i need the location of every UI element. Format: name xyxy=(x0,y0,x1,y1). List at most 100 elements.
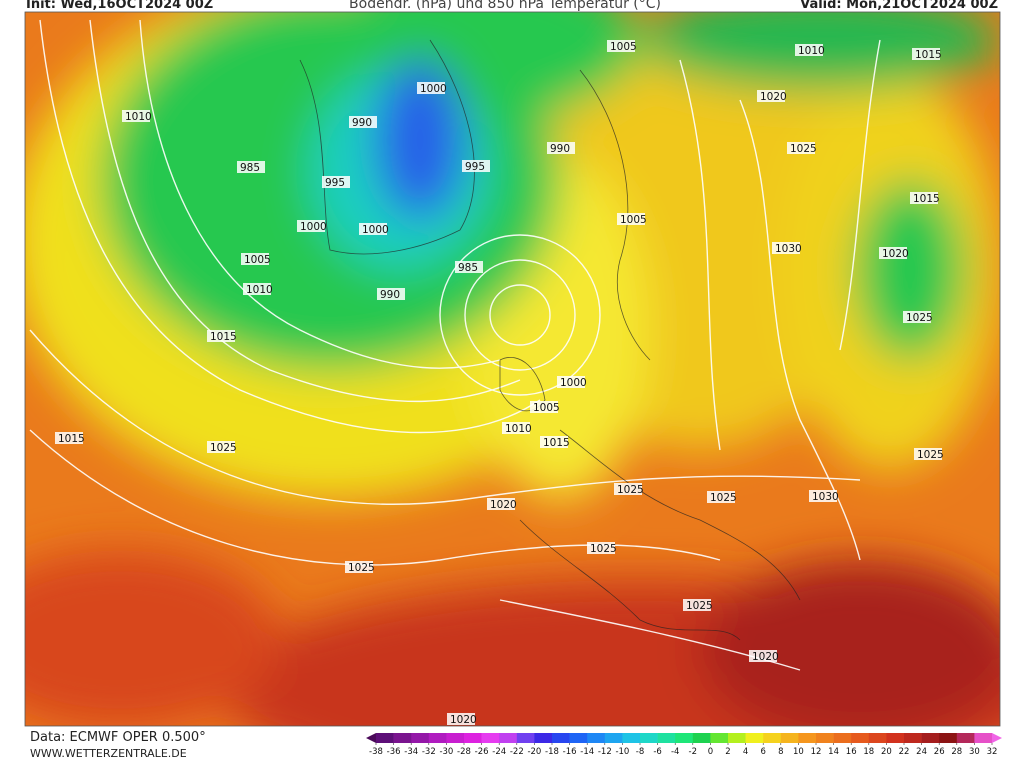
colorbar-segment xyxy=(499,733,518,743)
isobar-label: 990 xyxy=(352,117,372,129)
colorbar-label: 16 xyxy=(846,747,857,757)
colorbar-arrow xyxy=(366,733,376,743)
isobar-label-bg xyxy=(614,483,642,495)
isobar-label: 990 xyxy=(550,143,570,155)
isobar-label-bg xyxy=(795,44,823,56)
isobar-label: 1025 xyxy=(790,143,817,155)
isobar-label-bg xyxy=(417,82,445,94)
colorbar-label: -38 xyxy=(369,747,383,757)
isobar-label: 1015 xyxy=(58,433,85,445)
isobar-label-bg xyxy=(487,498,515,510)
isobar-label-bg xyxy=(617,213,645,225)
isobar-label-bg xyxy=(455,261,483,273)
colorbar-label: 28 xyxy=(951,747,962,757)
colorbar-label: 12 xyxy=(811,747,822,757)
map-frame xyxy=(24,11,1001,727)
colorbar-segment xyxy=(587,733,606,743)
isobars xyxy=(29,19,881,671)
isobar-label: 995 xyxy=(465,161,485,173)
isobar-label-bg xyxy=(910,192,938,204)
colorbar-segment xyxy=(974,733,993,743)
colorbar-label: -4 xyxy=(671,747,679,757)
colorbar-segment xyxy=(851,733,870,743)
colorbar-label: -2 xyxy=(689,747,697,757)
isobar-label: 1005 xyxy=(620,214,647,226)
colorbar-segment xyxy=(569,733,588,743)
isobar-label: 990 xyxy=(380,289,400,301)
isobar-label-bg xyxy=(914,448,942,460)
isobar-label-bg xyxy=(912,48,940,60)
isobar-label-bg xyxy=(787,142,815,154)
isobar-label-bg xyxy=(772,242,800,254)
isobar-label-bg xyxy=(243,283,271,295)
isobar-label: 1020 xyxy=(450,714,477,726)
isobar-label-bg xyxy=(530,401,558,413)
isobar-label-bg xyxy=(607,40,635,52)
colorbar-segment xyxy=(516,733,535,743)
isobar-label: 1025 xyxy=(590,543,617,555)
isobar-label-bg xyxy=(237,161,265,173)
colorbar-label: -12 xyxy=(598,747,612,757)
data-source: Data: ECMWF OPER 0.500° xyxy=(30,730,206,745)
init-label: Init: Wed,16OCT2024 00Z xyxy=(26,0,213,12)
isobar-label: 995 xyxy=(325,177,345,189)
colorbar-label: 6 xyxy=(760,747,765,757)
isobar-label: 1015 xyxy=(913,193,940,205)
isobar-label: 1020 xyxy=(752,651,779,663)
colorbar-segment xyxy=(692,733,711,743)
isobar-label-bg xyxy=(707,491,735,503)
isobar-label: 1030 xyxy=(812,491,839,503)
isobar-label-bg xyxy=(377,288,405,300)
isobar-label-bg xyxy=(809,490,837,502)
isobar-label: 1015 xyxy=(543,437,570,449)
isobar-label: 1025 xyxy=(348,562,375,574)
colorbar-segment xyxy=(939,733,958,743)
isobar-label: 1000 xyxy=(560,377,587,389)
isobar-label-bg xyxy=(502,422,530,434)
colorbar-label: 14 xyxy=(828,747,839,757)
colorbar-label: -8 xyxy=(636,747,644,757)
isobar-label-bg xyxy=(55,432,83,444)
isobar-label-bg xyxy=(749,650,777,662)
isobar-label-bg xyxy=(557,376,585,388)
colorbar-segment xyxy=(798,733,817,743)
colorbar-label: 32 xyxy=(987,747,998,757)
isobar-label: 1015 xyxy=(210,331,237,343)
colorbar-segment xyxy=(534,733,553,743)
isobar-label: 1025 xyxy=(710,492,737,504)
colorbar-segment xyxy=(552,733,570,743)
isobar-label: 1020 xyxy=(882,248,909,260)
isobar-label-bg xyxy=(547,142,575,154)
isobar-label: 1025 xyxy=(686,600,713,612)
valid-label: Valid: Mon,21OCT2024 00Z xyxy=(800,0,998,12)
colorbar-label: -10 xyxy=(615,747,629,757)
isobar-label-bg xyxy=(447,713,475,725)
colorbar-label: -34 xyxy=(404,747,418,757)
isobar-label-bg xyxy=(359,223,387,235)
colorbar-segment xyxy=(956,733,975,743)
colorbar-label: 10 xyxy=(793,747,804,757)
colorbar-label: 22 xyxy=(899,747,910,757)
isobar-label-bg xyxy=(207,330,235,342)
colorbar-label: -14 xyxy=(580,747,594,757)
isobar-label-bg xyxy=(345,561,373,573)
isobar-label: 1000 xyxy=(420,83,447,95)
colorbar-segment xyxy=(604,733,623,743)
colorbar-label: 0 xyxy=(708,747,713,757)
isobar-label: 1020 xyxy=(760,91,787,103)
isobar-label-bg xyxy=(207,441,235,453)
isobar-label: 1010 xyxy=(246,284,273,296)
colorbar-segment xyxy=(780,733,799,743)
colorbar-label: 30 xyxy=(969,747,980,757)
colorbar-segment xyxy=(481,733,500,743)
isobar-label: 1015 xyxy=(915,49,942,61)
isobar-label-bg xyxy=(241,253,269,265)
isobar-label: 985 xyxy=(240,162,260,174)
isobar-label-bg xyxy=(879,247,907,259)
colorbar-label: -18 xyxy=(545,747,559,757)
isobar-label: 1025 xyxy=(917,449,944,461)
colorbar-segment xyxy=(393,733,412,743)
colorbar-label: -32 xyxy=(422,747,436,757)
isobar-label-bg xyxy=(757,90,785,102)
isobar-label-bg xyxy=(903,311,931,323)
